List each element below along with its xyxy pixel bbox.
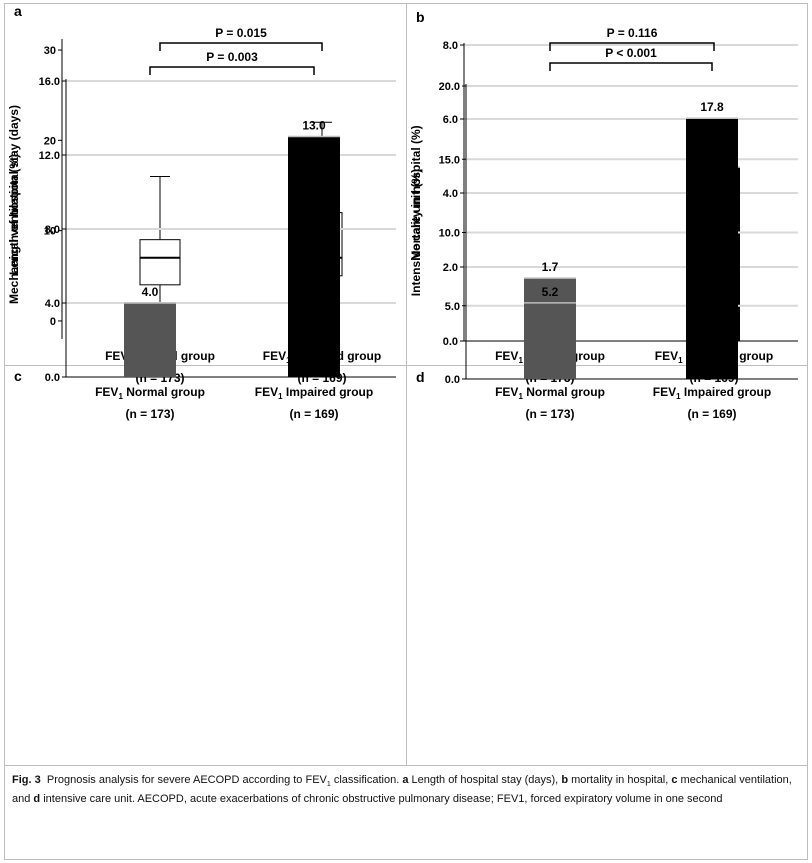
x-group-n-label: (n = 169) xyxy=(289,407,338,421)
bar xyxy=(124,303,176,377)
x-group-n-label: (n = 173) xyxy=(125,407,174,421)
panel-d-chart: d 0.0 5.0 10.0 15.0 20.0 Intensive care unit (… xyxy=(409,46,798,421)
bar xyxy=(288,136,340,377)
bar-value-label: 1.7 xyxy=(542,260,559,274)
x-tick-label: FEV1 Normal group xyxy=(95,385,205,401)
y-tick-label: 0 xyxy=(50,316,56,328)
caption-text: mortality in hospital, xyxy=(568,774,672,786)
y-tick-label: 16.0 xyxy=(39,76,60,88)
y-axis-label: Mechanical ventilation (%) xyxy=(7,154,21,304)
y-tick-label: 0.0 xyxy=(445,374,460,386)
caption-fig-label: Fig. 3 xyxy=(12,774,41,786)
x-group-n-label: (n = 173) xyxy=(525,407,574,421)
p-value-label: P = 0.015 xyxy=(215,26,267,40)
y-tick-label: 20 xyxy=(44,135,56,147)
p-value-label: P < 0.001 xyxy=(605,46,657,60)
p-value-label: P = 0.003 xyxy=(206,50,258,64)
caption-panel-ref: a xyxy=(402,774,409,786)
caption-divider xyxy=(4,765,808,766)
caption-panel-ref: c xyxy=(671,774,678,786)
caption-text: intensive care unit. AECOPD, acute exace… xyxy=(40,793,723,806)
y-tick-label: 4.0 xyxy=(443,188,458,200)
panel-letter: d xyxy=(416,369,425,385)
y-tick-label: 4.0 xyxy=(45,298,60,310)
significance-bracket xyxy=(549,62,713,71)
caption-panel-ref: b xyxy=(561,774,569,786)
panel-letter: c xyxy=(14,368,22,384)
y-tick-label: 12.0 xyxy=(39,150,60,162)
panel-divider-vertical xyxy=(406,3,407,765)
box-body xyxy=(139,239,181,286)
p-value-label: P = 0.116 xyxy=(607,26,658,40)
significance-bracket xyxy=(549,42,715,51)
y-axis-label: Intensive care unit (%) xyxy=(409,169,423,296)
y-tick-label: 8.0 xyxy=(443,40,458,52)
panel-letter: b xyxy=(416,9,425,25)
y-tick-label: 10.0 xyxy=(439,228,460,240)
x-tick-label: FEV1 Impaired group xyxy=(653,385,771,401)
y-tick-label: 20.0 xyxy=(439,81,460,93)
caption-subscript: 1 xyxy=(326,781,331,789)
y-axis-label: Length of hospital stay (days) xyxy=(7,105,21,275)
y-tick-label: 6.0 xyxy=(443,114,458,126)
bar-value-label: 4.0 xyxy=(142,285,159,299)
y-tick-label: 8.0 xyxy=(45,224,60,236)
significance-bracket xyxy=(149,66,315,75)
y-tick-label: 15.0 xyxy=(439,154,460,166)
y-tick-label: 2.0 xyxy=(443,262,458,274)
bar xyxy=(686,118,738,380)
y-tick-label: 0.0 xyxy=(443,336,458,348)
y-tick-label: 30 xyxy=(44,45,56,57)
bar-value-label: 13.0 xyxy=(302,119,326,133)
x-tick-label: FEV1 Impaired group xyxy=(255,385,373,401)
panel-letter: a xyxy=(14,3,22,19)
panel-c-chart: c 0.0 4.0 8.0 12.0 16.0 Mechanical ventilation… xyxy=(7,50,396,421)
caption-text: mechanical ventilation, and xyxy=(12,774,792,806)
figure-caption: Fig. 3 Prognosis analysis for severe AEC… xyxy=(12,773,800,807)
caption-text: classification. xyxy=(330,774,403,786)
caption-panel-ref: d xyxy=(33,793,41,806)
y-tick-label: 0.0 xyxy=(45,372,60,384)
bar xyxy=(524,302,576,379)
y-tick-label: 5.0 xyxy=(445,301,460,313)
bar-value-label: 17.8 xyxy=(700,100,724,114)
y-tick-label: 10 xyxy=(44,226,56,238)
x-tick-label: FEV1 Normal group xyxy=(495,385,605,401)
significance-bracket xyxy=(159,42,323,51)
bar-value-label: 5.2 xyxy=(542,285,559,299)
x-group-n-label: (n = 169) xyxy=(687,407,736,421)
y-axis-label: Mortality in hospital (%) xyxy=(409,125,423,260)
caption-text: Length of hospital stay (days), xyxy=(408,774,562,786)
caption-text: Prognosis analysis for severe AECOPD acc… xyxy=(46,774,327,786)
